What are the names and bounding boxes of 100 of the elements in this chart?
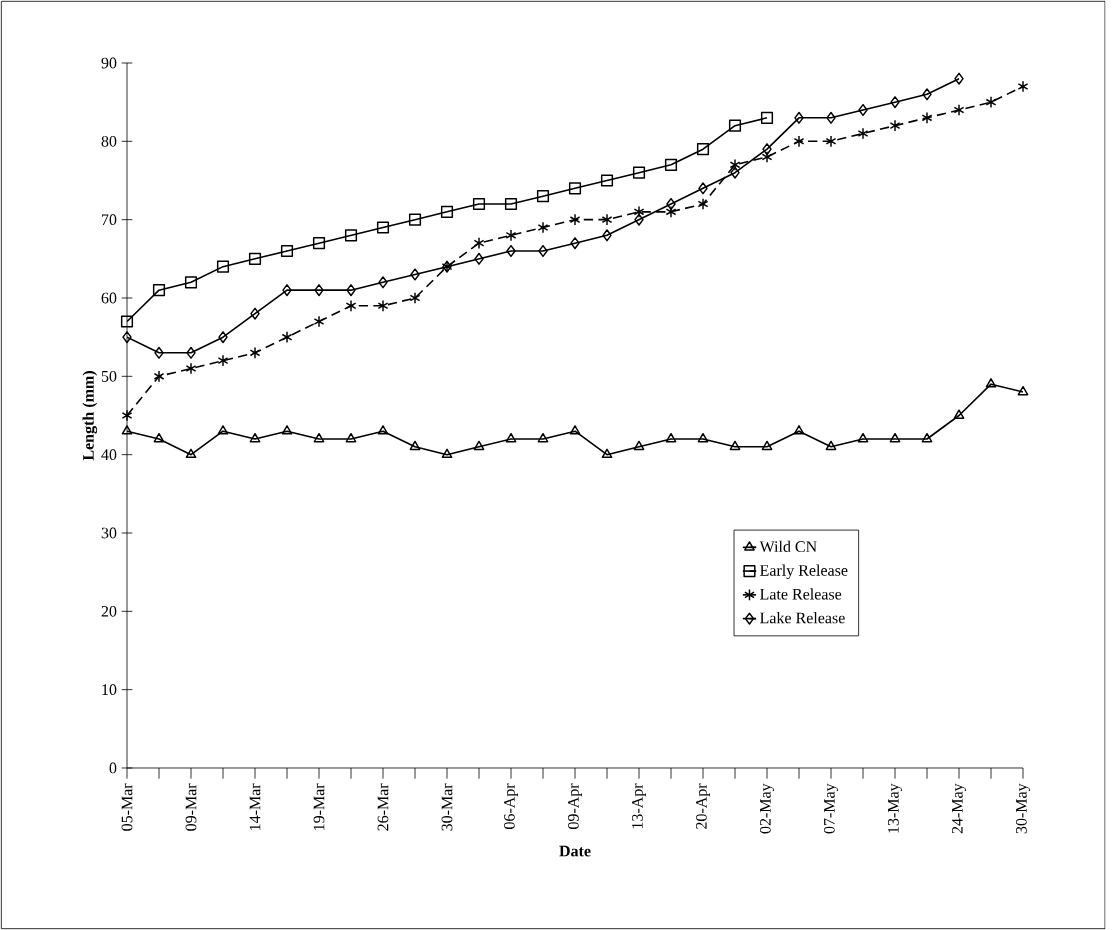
x-tick-label: 06-Apr [503, 783, 519, 829]
point [313, 315, 325, 328]
point [889, 119, 901, 132]
point [698, 182, 708, 195]
point [378, 276, 388, 289]
point [921, 111, 933, 124]
x-tick-label: 30-Mar [441, 783, 453, 831]
point [665, 432, 677, 443]
point [121, 425, 133, 435]
point [922, 88, 932, 101]
x-tick-label: 09-Apr [567, 783, 583, 829]
point [633, 440, 645, 451]
point [857, 127, 869, 140]
point [344, 229, 358, 242]
y-tick-label: 10 [102, 684, 117, 696]
point [409, 291, 421, 305]
point [794, 111, 804, 124]
point [121, 409, 133, 422]
point [506, 244, 516, 258]
point [473, 237, 485, 250]
point [762, 143, 772, 156]
x-tick-label: 30-May [1015, 783, 1031, 834]
y-tick-label: 30 [101, 527, 117, 539]
y-tick-label: 20 [101, 605, 117, 617]
point [761, 150, 773, 164]
point [793, 135, 805, 148]
point [985, 96, 997, 109]
point [281, 425, 293, 435]
y-tick-label: 90 [101, 57, 117, 69]
point [153, 370, 165, 383]
point [249, 432, 261, 443]
point [826, 111, 836, 124]
point [505, 432, 517, 443]
point [665, 205, 677, 218]
point [728, 119, 742, 132]
x-tick-label: 07-May [823, 783, 839, 834]
point [377, 299, 389, 312]
point [536, 190, 550, 203]
point [376, 221, 390, 234]
point [568, 182, 582, 195]
point [537, 221, 549, 234]
point [377, 425, 389, 435]
point [249, 346, 261, 359]
point [890, 96, 900, 109]
point [346, 284, 356, 297]
point [632, 166, 646, 179]
point [313, 432, 325, 443]
point [601, 213, 613, 226]
x-tick-label: 14-Mar [249, 783, 261, 830]
x-axis-title: Date [559, 845, 591, 857]
point [537, 432, 549, 443]
point [505, 229, 517, 242]
point [569, 425, 581, 435]
point [216, 260, 230, 273]
point [602, 229, 612, 242]
point [186, 346, 196, 359]
point [314, 284, 324, 297]
point [921, 432, 933, 443]
point [473, 440, 485, 451]
point [857, 432, 869, 443]
point [122, 331, 132, 344]
point [538, 244, 548, 258]
point [600, 174, 614, 187]
point [217, 425, 229, 435]
point [569, 213, 581, 226]
point [153, 432, 165, 443]
point [761, 440, 773, 451]
point [697, 197, 709, 211]
x-tick-label: 26-Mar [377, 783, 389, 831]
point [440, 205, 454, 218]
point [793, 425, 805, 435]
point [345, 299, 357, 312]
point [954, 72, 964, 85]
x-tick-label: 24-May [951, 783, 967, 834]
point [889, 432, 901, 443]
point [152, 284, 166, 297]
x-tick-label: 05-Mar [121, 783, 133, 831]
legend-label: Lake Release [760, 612, 845, 624]
point [345, 432, 357, 443]
point [410, 268, 420, 281]
x-tick-label: 13-Apr [632, 783, 647, 829]
y-tick-label: 50 [101, 370, 117, 382]
point [1017, 80, 1029, 93]
point [953, 103, 965, 117]
point [985, 378, 997, 388]
point [185, 448, 197, 459]
x-tick-label: 13-May [887, 783, 903, 833]
point [408, 213, 422, 226]
point [282, 284, 292, 297]
point [441, 448, 453, 459]
point [217, 354, 229, 367]
point [666, 197, 676, 211]
point [474, 252, 484, 265]
x-tick-label: 20-Apr [695, 783, 711, 829]
x-tick-label: 02-May [759, 783, 775, 834]
point [760, 111, 774, 124]
point [218, 331, 228, 344]
point [184, 276, 198, 289]
point [697, 432, 709, 443]
point [858, 103, 868, 117]
